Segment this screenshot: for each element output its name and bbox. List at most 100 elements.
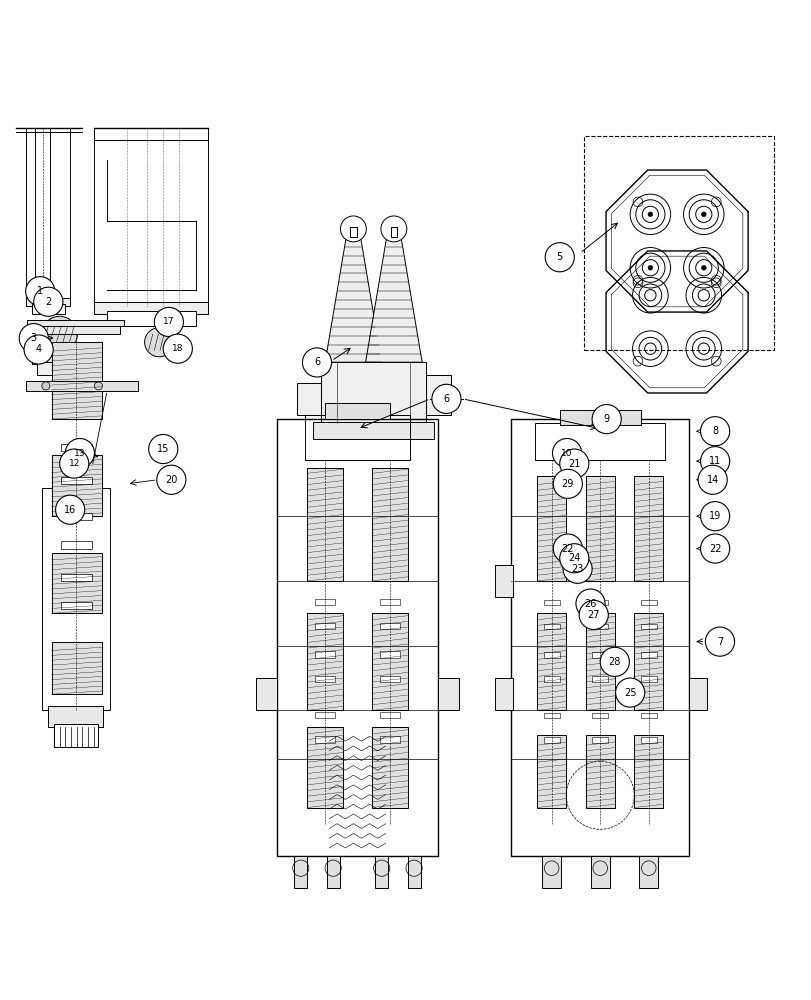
Bar — [307, 613, 342, 710]
Bar — [315, 651, 334, 658]
Text: 5: 5 — [556, 252, 562, 262]
Circle shape — [59, 449, 88, 478]
Bar — [536, 735, 565, 808]
Bar — [61, 602, 92, 609]
Bar — [51, 642, 101, 694]
Bar — [61, 513, 92, 520]
Text: 8: 8 — [711, 426, 717, 436]
Circle shape — [544, 243, 573, 272]
Text: 7: 7 — [716, 637, 723, 647]
Bar — [51, 342, 101, 419]
Bar — [315, 623, 334, 629]
Text: 10: 10 — [560, 449, 572, 458]
Bar — [495, 678, 513, 710]
Bar — [591, 676, 607, 682]
Text: 19: 19 — [708, 511, 720, 521]
Bar — [28, 320, 124, 326]
Text: 25: 25 — [623, 688, 636, 698]
Text: 24: 24 — [568, 553, 580, 563]
Bar — [307, 468, 342, 581]
Text: 23: 23 — [571, 564, 583, 574]
Polygon shape — [365, 233, 422, 362]
Circle shape — [647, 212, 652, 217]
Bar — [61, 541, 92, 549]
Bar — [380, 736, 399, 743]
Circle shape — [559, 449, 588, 478]
Circle shape — [700, 502, 729, 531]
Circle shape — [700, 417, 729, 446]
Bar — [633, 476, 663, 581]
Bar — [591, 713, 607, 718]
Bar — [536, 613, 565, 710]
Bar — [543, 624, 559, 629]
Bar — [426, 375, 450, 415]
Circle shape — [163, 334, 192, 363]
Circle shape — [65, 438, 94, 468]
Bar — [61, 574, 92, 581]
Bar — [94, 128, 208, 306]
Bar — [32, 320, 119, 334]
Bar — [315, 599, 334, 605]
Text: 1: 1 — [37, 286, 43, 296]
Bar — [324, 403, 389, 419]
Bar — [380, 599, 399, 605]
Bar — [591, 652, 607, 658]
Bar — [51, 553, 101, 613]
Text: 21: 21 — [568, 459, 580, 469]
Bar — [26, 381, 138, 391]
Text: 20: 20 — [165, 475, 178, 485]
Bar — [583, 136, 773, 350]
Text: 22: 22 — [561, 544, 573, 554]
Circle shape — [302, 348, 331, 377]
Bar — [559, 410, 640, 425]
Bar — [26, 298, 70, 306]
Text: 6: 6 — [443, 394, 449, 404]
Bar — [106, 311, 195, 326]
Circle shape — [380, 216, 406, 242]
Bar — [633, 613, 663, 710]
Circle shape — [562, 554, 591, 583]
Bar — [32, 346, 80, 364]
Bar — [543, 676, 559, 682]
Bar — [640, 652, 656, 658]
Bar — [371, 613, 407, 710]
Bar — [689, 678, 706, 710]
Bar — [307, 727, 342, 808]
Bar — [543, 652, 559, 658]
Circle shape — [575, 589, 604, 618]
Bar — [591, 624, 607, 629]
Circle shape — [552, 534, 581, 563]
Bar — [591, 600, 607, 605]
Text: 29: 29 — [561, 479, 573, 489]
Circle shape — [340, 216, 366, 242]
Bar — [312, 422, 434, 439]
Bar — [277, 419, 438, 856]
Polygon shape — [324, 233, 381, 362]
Bar — [315, 676, 334, 682]
Circle shape — [55, 495, 84, 524]
Circle shape — [615, 678, 644, 707]
Bar — [326, 856, 339, 888]
Circle shape — [599, 647, 629, 676]
Text: 4: 4 — [36, 344, 41, 354]
Bar — [407, 856, 420, 888]
Bar — [495, 565, 513, 597]
Bar — [42, 488, 109, 710]
Bar — [640, 676, 656, 682]
Circle shape — [34, 287, 62, 316]
Bar — [32, 304, 64, 314]
Bar — [49, 706, 103, 727]
Bar — [36, 128, 50, 306]
Bar — [536, 476, 565, 581]
Circle shape — [94, 382, 102, 390]
Bar — [543, 713, 559, 718]
Text: 26: 26 — [584, 599, 596, 609]
Bar — [54, 724, 97, 747]
Bar — [375, 856, 388, 888]
Bar — [585, 476, 614, 581]
Circle shape — [42, 316, 77, 352]
Circle shape — [24, 335, 53, 364]
Text: 3: 3 — [31, 333, 36, 343]
Bar — [534, 423, 664, 460]
Text: 16: 16 — [64, 505, 76, 515]
